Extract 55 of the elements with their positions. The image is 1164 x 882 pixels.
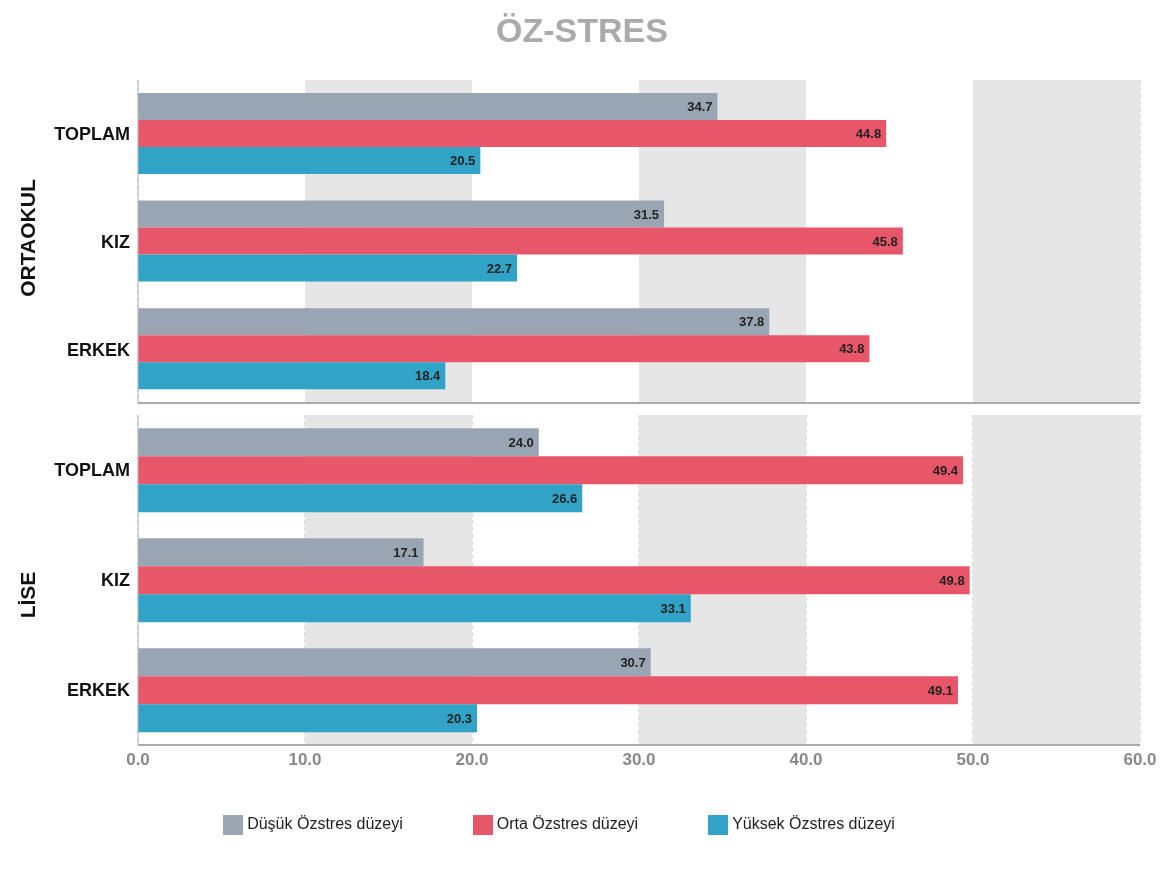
data-label: 34.7 [687, 99, 713, 115]
x-tick-label: 20.0 [455, 750, 489, 770]
data-label: 33.1 [660, 600, 686, 616]
bar [138, 648, 651, 677]
data-label: 31.5 [633, 206, 660, 222]
bar [138, 362, 446, 390]
data-label: 30.7 [620, 654, 646, 670]
data-label: 18.4 [414, 368, 442, 384]
bar [138, 92, 718, 120]
data-label: 17.1 [393, 544, 419, 560]
legend-label: Yüksek Özstres düzeyi [732, 815, 895, 833]
data-label: 20.3 [446, 710, 473, 726]
x-tick-label: 0.0 [126, 750, 150, 770]
y-tick-label: ERKEK [66, 680, 130, 701]
data-label: 45.8 [872, 233, 898, 249]
bar [138, 200, 665, 228]
data-label: 26.6 [551, 490, 578, 506]
bar [138, 566, 970, 595]
bar [138, 428, 539, 457]
chart-title: ÖZ-STRES [495, 10, 669, 51]
bar [138, 676, 958, 705]
data-label: 49.8 [939, 572, 965, 588]
data-label: 44.8 [855, 126, 882, 142]
bar [138, 594, 691, 623]
data-label: 22.7 [486, 260, 513, 276]
bar [138, 227, 903, 255]
y-tick-label: TOPLAM [54, 124, 130, 145]
y-tick-label: ERKEK [66, 339, 130, 360]
data-label: 24.0 [508, 434, 534, 450]
legend-label: Düşük Özstres düzeyi [247, 815, 403, 833]
y-tick-label: KIZ [101, 231, 130, 252]
y-tick-label: TOPLAM [54, 460, 130, 481]
bar [138, 119, 887, 147]
data-label: 49.1 [927, 682, 953, 698]
x-tick-label: 40.0 [789, 750, 823, 770]
data-label: 37.8 [738, 314, 765, 330]
bar [138, 335, 870, 363]
bar [138, 146, 481, 174]
y-axis-title: ORTAOKUL [16, 178, 40, 297]
y-tick-label: KIZ [101, 570, 130, 591]
data-label: 20.5 [450, 153, 476, 169]
bar [138, 308, 770, 336]
bar [138, 704, 478, 733]
bar [138, 538, 424, 567]
data-label: 43.8 [839, 341, 865, 357]
x-tick-label: 10.0 [288, 750, 322, 770]
x-tick-label: 60.0 [1123, 750, 1157, 770]
y-axis-title: LİSE [16, 571, 40, 619]
x-tick-label: 30.0 [622, 750, 656, 770]
legend-label: Orta Özstres düzeyi [496, 815, 639, 833]
x-tick-label: 50.0 [956, 750, 990, 770]
bar [138, 456, 963, 485]
bar [138, 484, 583, 513]
bar [138, 254, 518, 282]
data-label: 49.4 [932, 462, 959, 478]
